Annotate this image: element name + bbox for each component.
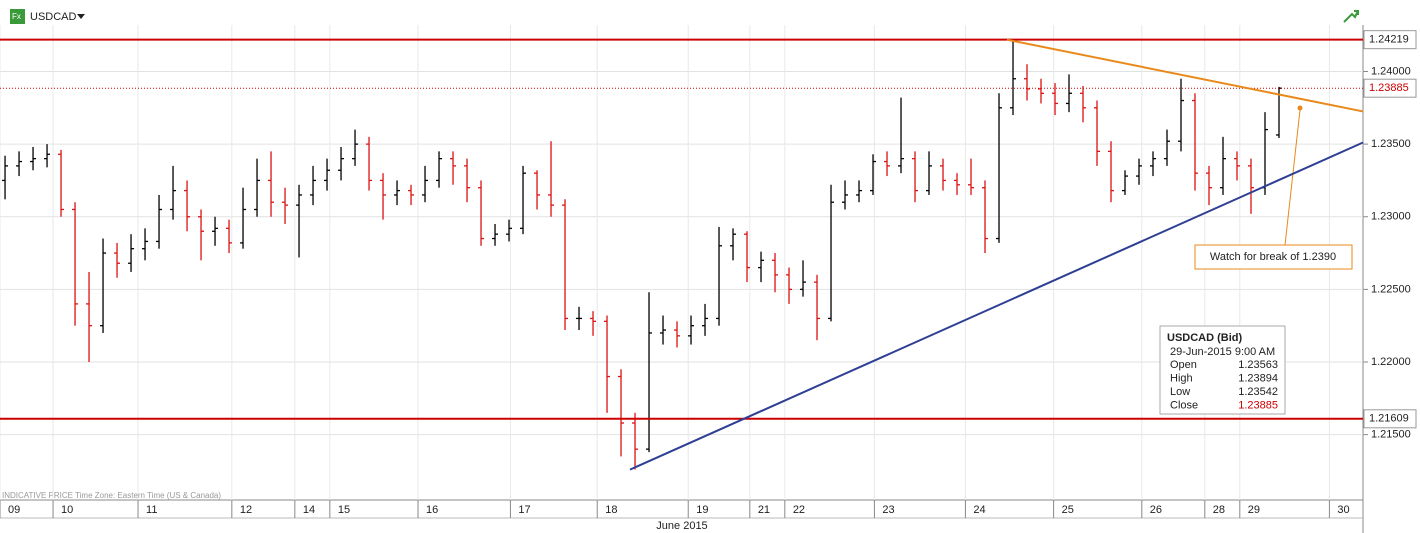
info-time: 29-Jun-2015 9:00 AM bbox=[1170, 346, 1275, 358]
x-tick-label: 25 bbox=[1062, 504, 1074, 516]
y-tick-label: 1.22000 bbox=[1371, 356, 1411, 368]
trend-icon[interactable] bbox=[1343, 10, 1359, 23]
y-tick-label: 1.21500 bbox=[1371, 429, 1411, 441]
x-tick-label: 22 bbox=[793, 504, 805, 516]
info-label: Close bbox=[1170, 399, 1198, 411]
trendline bbox=[1006, 38, 1364, 113]
annotation-arrow bbox=[1284, 109, 1301, 246]
info-value: 1.23894 bbox=[1238, 372, 1278, 384]
info-title: USDCAD (Bid) bbox=[1167, 332, 1242, 344]
x-tick-label: 28 bbox=[1213, 504, 1225, 516]
info-value: 1.23563 bbox=[1238, 359, 1278, 371]
y-tick-label: 1.24000 bbox=[1371, 65, 1411, 77]
x-tick-label: 14 bbox=[303, 504, 315, 516]
last-price-box bbox=[1363, 78, 1417, 98]
x-tick-label: 26 bbox=[1150, 504, 1162, 516]
info-value: 1.23885 bbox=[1238, 399, 1278, 411]
x-tick-label: 17 bbox=[518, 504, 530, 516]
x-tick-label: 15 bbox=[338, 504, 350, 516]
x-tick-label: 19 bbox=[696, 504, 708, 516]
level-label-box bbox=[1363, 409, 1417, 429]
annotation-arrow-tip bbox=[1297, 105, 1303, 111]
x-tick-label: 16 bbox=[426, 504, 438, 516]
level-label: 1.21609 bbox=[1369, 413, 1409, 425]
info-label: Open bbox=[1170, 359, 1197, 371]
info-box bbox=[1159, 325, 1286, 415]
x-tick-label: 23 bbox=[882, 504, 894, 516]
x-tick-label: 21 bbox=[758, 504, 770, 516]
x-tick-label: 29 bbox=[1248, 504, 1260, 516]
info-label: Low bbox=[1170, 386, 1190, 398]
level-label: 1.24219 bbox=[1369, 34, 1409, 46]
annotation: Watch for break of 1.2390 bbox=[1210, 251, 1336, 263]
trendline bbox=[629, 141, 1364, 471]
y-tick-label: 1.23500 bbox=[1371, 138, 1411, 150]
x-tick-label: 09 bbox=[8, 504, 20, 516]
x-tick-label: 12 bbox=[240, 504, 252, 516]
annotation-box bbox=[1194, 244, 1353, 270]
x-tick-label: 24 bbox=[973, 504, 985, 516]
dropdown-arrow[interactable] bbox=[77, 14, 85, 19]
x-tick-label: 30 bbox=[1337, 504, 1349, 516]
x-tick-label: 18 bbox=[605, 504, 617, 516]
footnote: INDICATIVE PRICE Time Zone: Eastern Time… bbox=[2, 491, 221, 500]
x-axis-label: June 2015 bbox=[656, 520, 707, 532]
y-tick-label: 1.23000 bbox=[1371, 211, 1411, 223]
fx-icon-text: Fx bbox=[12, 12, 21, 21]
plot bbox=[0, 25, 1363, 500]
symbol[interactable]: USDCAD bbox=[30, 11, 77, 23]
x-tick-label: 10 bbox=[61, 504, 73, 516]
x-tick-label: 11 bbox=[146, 504, 157, 516]
info-value: 1.23542 bbox=[1238, 386, 1278, 398]
last-price-label: 1.23885 bbox=[1369, 82, 1409, 94]
level-label-box bbox=[1363, 30, 1417, 50]
info-label: High bbox=[1170, 372, 1193, 384]
y-tick-label: 1.22500 bbox=[1371, 283, 1411, 295]
fx-icon[interactable] bbox=[10, 9, 25, 24]
